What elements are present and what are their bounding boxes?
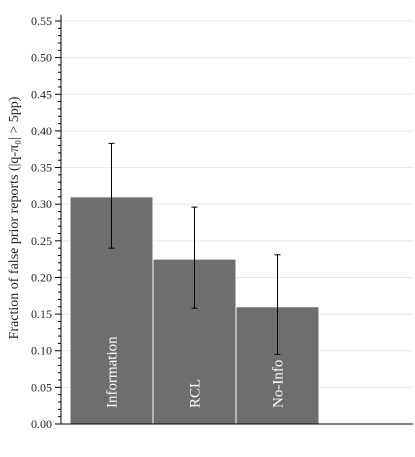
y-tick-label: 0.30 <box>31 197 52 211</box>
y-tick-label: 0.50 <box>31 51 52 65</box>
y-tick-label: 0.20 <box>31 270 52 284</box>
y-tick-label: 0.40 <box>31 124 52 138</box>
y-axis-label: Fraction of false prior reports (|q-π₀| … <box>7 96 22 339</box>
bar-label: No-Info <box>271 360 287 408</box>
y-tick-label: 0.55 <box>31 14 52 28</box>
bar-label: Information <box>105 336 121 408</box>
axes <box>60 15 413 425</box>
y-tick-label: 0.00 <box>31 417 52 431</box>
y-tick-label: 0.45 <box>31 87 52 101</box>
y-tick-label: 0.35 <box>31 161 52 175</box>
y-ticks: 0.00 0.05 0.10 0.15 0.20 0.25 0.30 0.35 0.40 0.45… <box>31 14 61 431</box>
bars: Information RCL No-Info <box>69 142 320 425</box>
y-tick-label: 0.10 <box>31 344 52 358</box>
y-tick-label: 0.05 <box>31 380 52 394</box>
bar-label: RCL <box>188 379 204 408</box>
y-tick-label: 0.15 <box>31 307 52 321</box>
y-tick-label: 0.25 <box>31 234 52 248</box>
